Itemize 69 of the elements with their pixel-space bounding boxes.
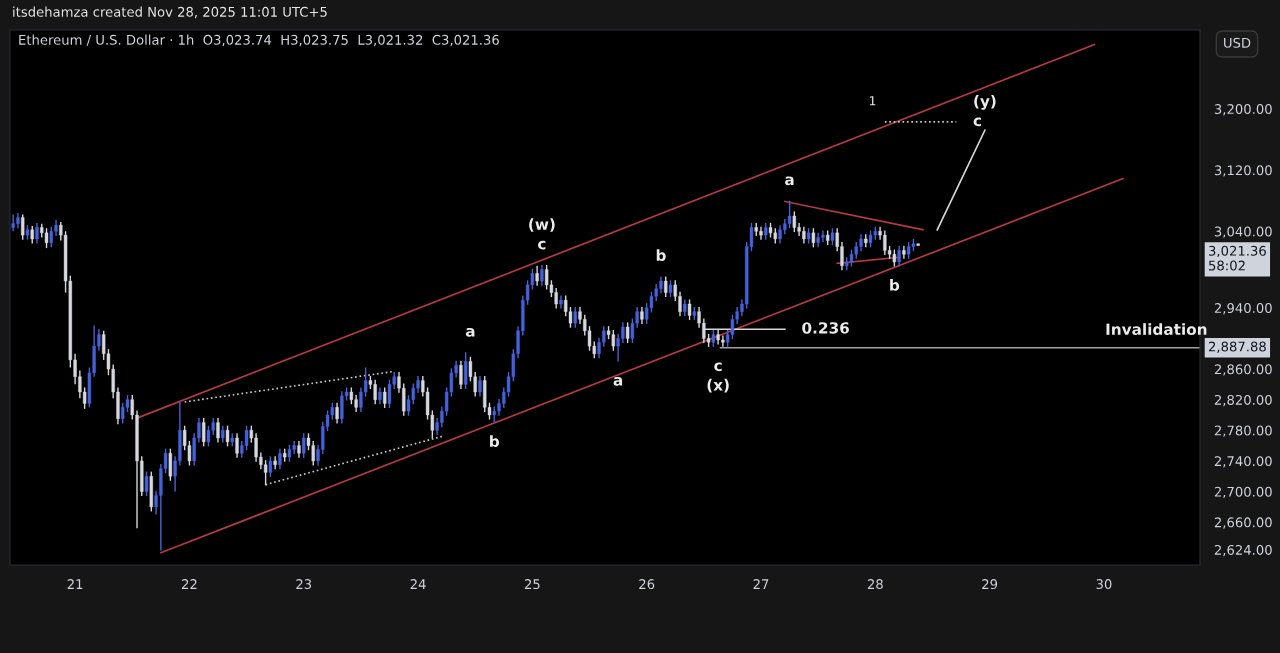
x-tick-label: 27 (753, 579, 769, 589)
annotation: Invalidation (1106, 323, 1207, 336)
annotation: c (973, 117, 981, 127)
y-tick-label: 2,940.00 (1214, 303, 1272, 315)
candlestick (387, 379, 392, 409)
chart-title: itsdehamza created Nov 28, 2025 11:01 UTC+5 (13, 6, 327, 19)
x-tick-label: 29 (982, 579, 998, 590)
annotation: a (465, 327, 475, 337)
annotation: c (538, 240, 546, 250)
candlestick (573, 306, 577, 329)
y-tick-label: 3,040.00 (1214, 226, 1272, 238)
y-tick-label: 3,200.00 (1214, 104, 1272, 116)
candlestick (44, 227, 49, 249)
x-tick-label: 24 (410, 579, 426, 589)
chart-subtitle: Ethereum / U.S. Dollar · 1h O3,023.74 H3,023.75 L3,021.32 C3,021.36 (19, 34, 499, 47)
annotation: (x) (707, 378, 729, 393)
y-tick-label: 2,860.00 (1214, 364, 1272, 376)
candlestick (383, 386, 387, 409)
candlestick (478, 375, 482, 398)
candlestick (206, 425, 211, 448)
annotation: (y) (974, 94, 996, 110)
x-tick-label: 23 (296, 579, 312, 590)
candlestick (459, 359, 463, 390)
candlestick (35, 222, 39, 245)
candlestick (463, 351, 468, 390)
candlestick (625, 321, 630, 344)
candlestick (168, 447, 173, 482)
annotation: 2,887.88 (1208, 341, 1266, 353)
annotation: b (656, 249, 666, 261)
y-tick-label: 3,120.00 (1214, 165, 1272, 177)
annotation: b (890, 279, 900, 291)
candlestick (225, 425, 230, 448)
annotation: a (785, 176, 794, 186)
candlestick (792, 210, 797, 233)
candlestick (235, 432, 239, 459)
annotation: c (714, 362, 722, 372)
candlestick (144, 470, 149, 497)
y-tick-label: 2,700.00 (1214, 486, 1272, 499)
annotation: (w) (529, 218, 555, 232)
annotation: 1 (869, 96, 876, 106)
y-tick-label: 2,660.00 (1214, 517, 1272, 529)
x-tick-label: 30 (1096, 579, 1112, 590)
text: 3,021.36 58:02 (1209, 245, 1266, 271)
candlestick (202, 417, 206, 448)
candlestick (687, 298, 692, 321)
annotation: b (490, 435, 500, 447)
text: USD (1224, 37, 1251, 48)
candlestick (278, 447, 282, 471)
candlestick (21, 213, 25, 241)
y-tick-label: 2,780.00 (1214, 425, 1272, 437)
candlestick (216, 417, 220, 444)
candlestick (540, 264, 544, 287)
y-tick-label: 2,624.00 (1214, 544, 1272, 557)
candlestick (302, 432, 306, 459)
x-tick-label: 25 (524, 579, 540, 590)
x-tick-label: 22 (181, 579, 197, 589)
candlestick (268, 455, 273, 478)
annotation: a (613, 376, 623, 386)
candlestick (811, 227, 816, 249)
candlestick (335, 402, 339, 425)
y-tick-label: 2,740.00 (1214, 456, 1272, 468)
y-tick-label: 2,820.00 (1214, 394, 1272, 407)
candlestick (535, 265, 539, 287)
x-tick-label: 21 (67, 579, 83, 589)
x-tick-label: 26 (639, 579, 655, 590)
candlestick (664, 275, 668, 298)
x-tick-label: 28 (867, 579, 883, 590)
candlestick (897, 245, 901, 268)
annotation: 0.236 (802, 322, 849, 334)
